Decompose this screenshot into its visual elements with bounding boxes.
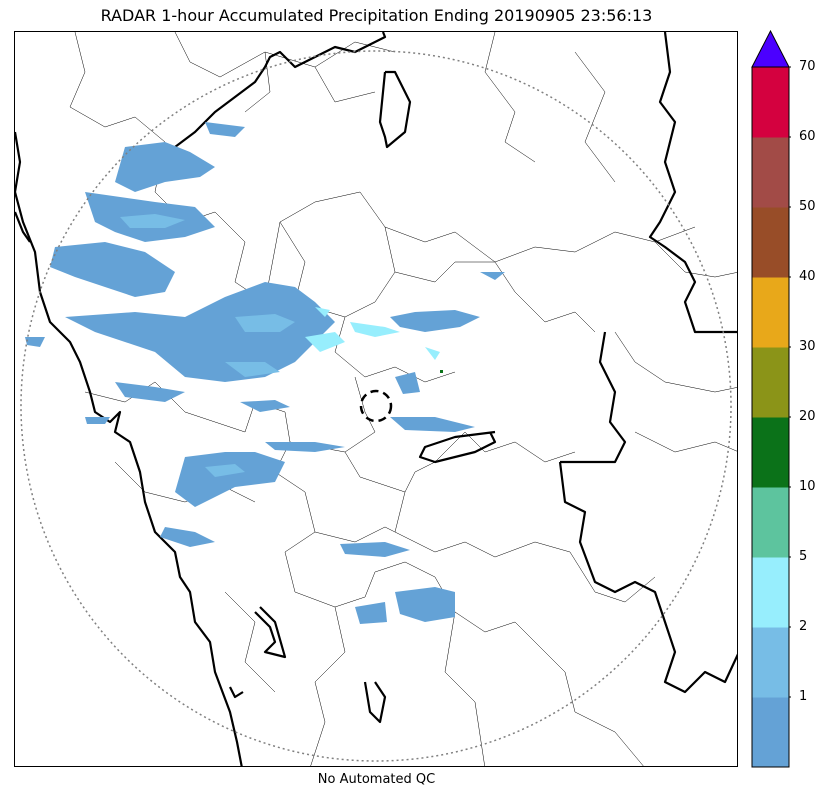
colorbar-tick-label: 60 [799, 129, 816, 144]
colorbar-extend-arrow [751, 29, 790, 68]
state-boundaries [15, 32, 737, 766]
radar-site-marker [359, 389, 393, 423]
colorbar-svg [751, 29, 793, 768]
precipitation-cyan [305, 307, 440, 360]
colorbar-tick-label: 5 [799, 549, 808, 564]
colorbar-tick-label: 2 [799, 619, 808, 634]
colorbar-segment [752, 487, 789, 558]
colorbar-segment [752, 557, 789, 628]
qc-note: No Automated QC [317, 772, 436, 787]
radar-map[interactable] [14, 31, 738, 767]
map-canvas [15, 32, 737, 766]
colorbar-segment [752, 137, 789, 208]
colorbar-segment [752, 207, 789, 278]
colorbar-tick-label: 40 [799, 269, 816, 284]
colorbar-tick-label: 1 [799, 689, 808, 704]
colorbar-tick-label: 10 [799, 479, 816, 494]
colorbar-tick-label: 30 [799, 339, 816, 354]
colorbar [751, 29, 793, 768]
colorbar-segment [752, 277, 789, 348]
colorbar-tick-label: 50 [799, 199, 816, 214]
district-boundaries [69, 32, 737, 766]
colorbar-segment [752, 417, 789, 488]
colorbar-segment [752, 67, 789, 138]
colorbar-tick-label: 70 [799, 59, 816, 74]
precipitation-light [25, 122, 505, 624]
precipitation-mid [120, 214, 295, 477]
colorbar-segment [752, 697, 789, 768]
radar-range-ring [20, 50, 732, 762]
map-title: RADAR 1-hour Accumulated Precipitation E… [100, 6, 653, 25]
colorbar-segment [752, 627, 789, 698]
colorbar-tick-label: 20 [799, 409, 816, 424]
colorbar-segment [752, 347, 789, 418]
precipitation-green [440, 370, 443, 373]
